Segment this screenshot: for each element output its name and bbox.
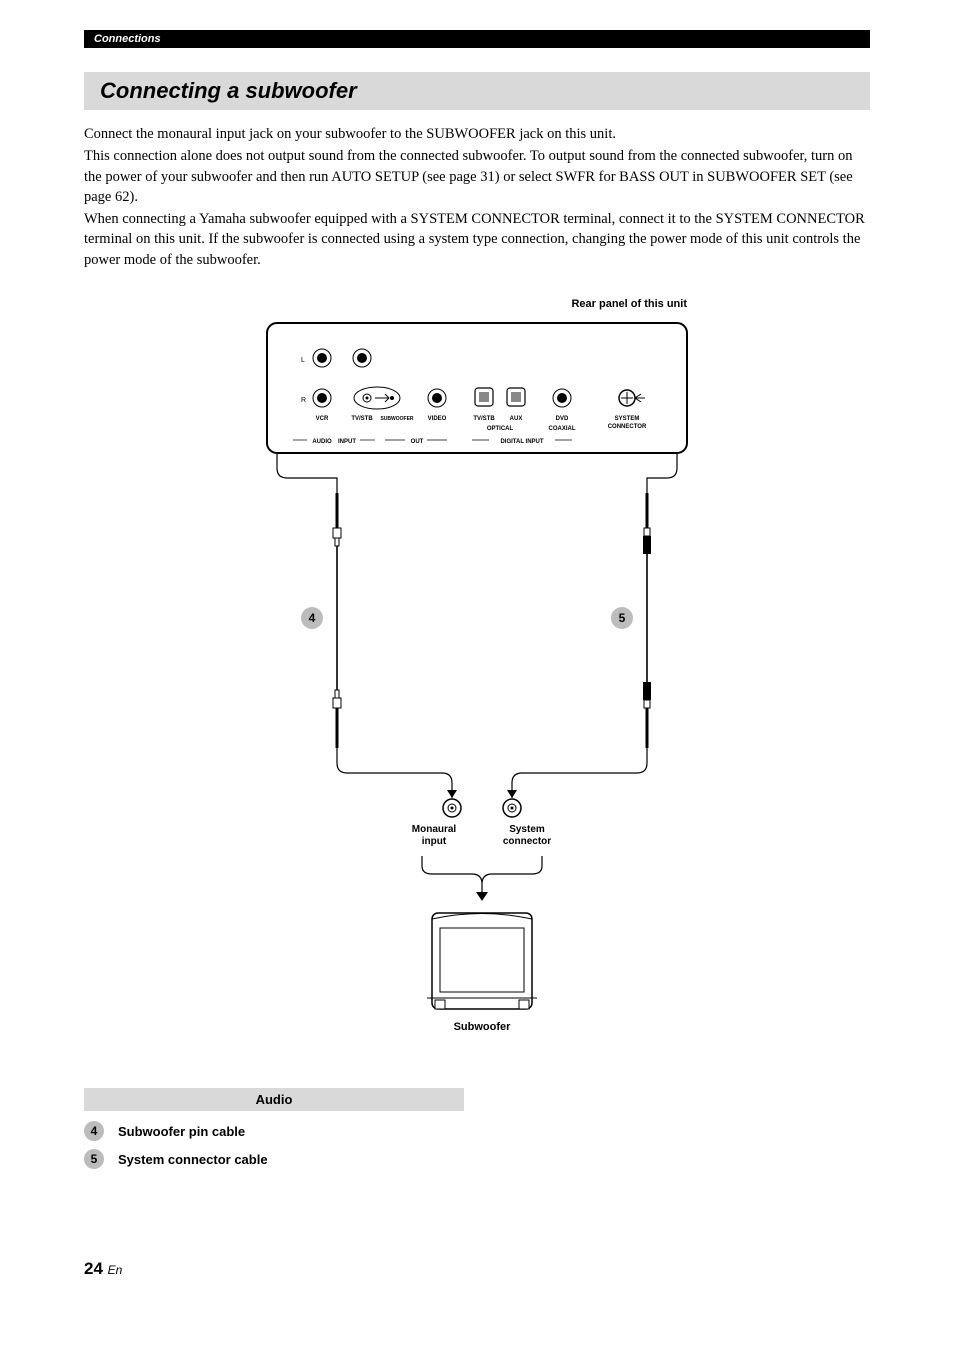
section-title: Connecting a subwoofer <box>84 72 870 110</box>
out-label: OUT <box>411 439 424 445</box>
cable-5 <box>507 493 651 798</box>
header-breadcrumb: Connections <box>84 30 870 48</box>
legend-num-4: 4 <box>84 1121 104 1141</box>
page-number: 24 En <box>84 1259 870 1279</box>
monaural-label: Monaural <box>412 824 457 835</box>
aux-label: AUX <box>510 416 523 422</box>
r-mark: R <box>301 397 306 404</box>
coaxial-label: COAXIAL <box>549 426 576 432</box>
inner-bracket <box>422 856 542 896</box>
callout-5-num: 5 <box>619 611 626 625</box>
tvstb2-label: TV/STB <box>473 416 495 422</box>
subwoofer-port-label: SUBWOOFER <box>380 416 413 422</box>
monaural-input-label: input <box>422 836 447 847</box>
optical-label: OPTICAL <box>487 426 514 432</box>
connector-label: CONNECTOR <box>608 424 647 430</box>
video-label: VIDEO <box>428 416 447 422</box>
legend-item-4: 4 Subwoofer pin cable <box>84 1121 870 1141</box>
connection-diagram: Rear panel of this unit L R <box>227 298 727 1058</box>
rear-panel-label: Rear panel of this unit <box>571 298 687 310</box>
audio-legend-header: Audio <box>84 1088 464 1111</box>
page-lang: En <box>108 1263 123 1277</box>
legend-label-5: System connector cable <box>118 1152 268 1167</box>
paragraph-3: When connecting a Yamaha subwoofer equip… <box>84 209 870 270</box>
subwoofer-caption: Subwoofer <box>454 1021 512 1033</box>
paragraph-2: This connection alone does not output so… <box>84 146 870 207</box>
page-number-value: 24 <box>84 1259 103 1278</box>
audio-label: AUDIO <box>312 439 332 445</box>
legend-item-5: 5 System connector cable <box>84 1149 870 1169</box>
cable-4 <box>333 493 457 798</box>
callout-4-num: 4 <box>309 611 316 625</box>
subwoofer-illustration <box>427 913 537 1009</box>
diagram-wrapper: Rear panel of this unit L R <box>84 298 870 1058</box>
outer-bracket <box>277 453 677 493</box>
digital-input-label: DIGITAL INPUT <box>500 439 543 445</box>
tvstb1-label: TV/STB <box>351 416 373 422</box>
dvd-label: DVD <box>556 416 569 422</box>
diagram-svg: L R <box>227 298 727 1058</box>
legend-label-4: Subwoofer pin cable <box>118 1124 245 1139</box>
input-label: INPUT <box>338 439 356 445</box>
system-label: SYSTEM <box>615 416 640 422</box>
paragraph-1: Connect the monaural input jack on your … <box>84 124 870 144</box>
legend-num-5: 5 <box>84 1149 104 1169</box>
system-conn-label: System <box>509 824 545 835</box>
vcr-label: VCR <box>316 416 329 422</box>
l-mark: L <box>301 357 305 364</box>
system-connector-label: connector <box>503 836 551 847</box>
